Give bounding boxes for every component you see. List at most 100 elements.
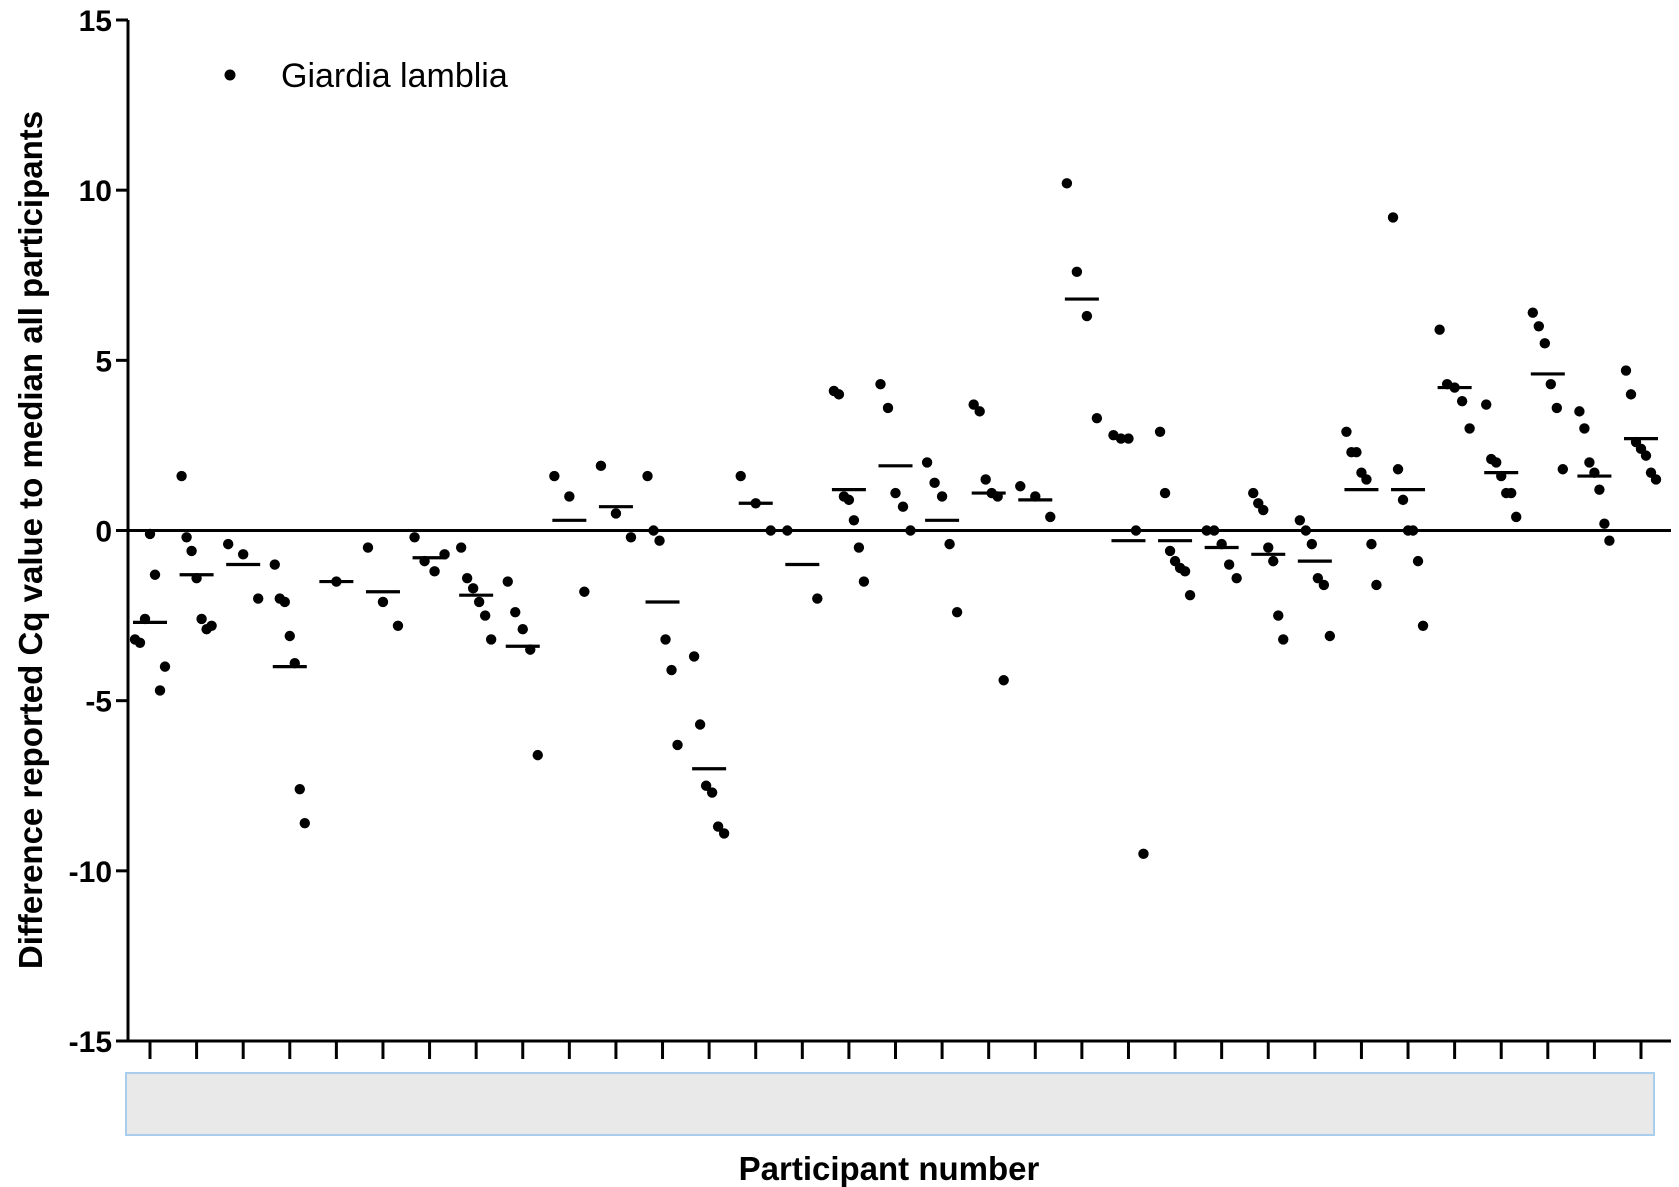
data-point [1164, 545, 1176, 557]
y-tick-label: 15 [79, 5, 112, 38]
data-point [1392, 464, 1404, 475]
data-point [1407, 525, 1419, 536]
data-point [765, 525, 776, 536]
data-point [833, 389, 845, 400]
data-point [237, 549, 249, 560]
data-point [1184, 589, 1196, 601]
data-point [875, 378, 886, 390]
data-point [362, 542, 374, 553]
data-point [1464, 423, 1475, 434]
data-point [1533, 321, 1545, 332]
legend-marker [224, 69, 236, 81]
data-point [706, 787, 718, 798]
data-point [905, 525, 916, 536]
data-point [1545, 378, 1557, 390]
data-point [1594, 484, 1605, 495]
data-point [782, 525, 793, 536]
data-point [1123, 433, 1134, 444]
x-axis-title: Participant number [739, 1150, 1040, 1187]
data-point [1341, 426, 1352, 438]
data-point [1306, 538, 1318, 550]
data-point [1312, 572, 1324, 584]
data-point [1138, 848, 1149, 860]
data-point [944, 538, 955, 550]
data-point [890, 487, 901, 499]
data-point [936, 491, 948, 502]
data-point [1231, 572, 1242, 584]
data-point [1318, 579, 1330, 591]
data-point [1412, 555, 1424, 567]
data-point [921, 457, 933, 468]
data-point [666, 664, 677, 676]
data-point [1625, 389, 1637, 400]
data-point [1201, 525, 1212, 536]
data-point [1071, 266, 1083, 278]
y-tick-label: -5 [85, 686, 112, 719]
data-point [564, 491, 575, 502]
data-point [144, 528, 156, 540]
y-tick-label: 0 [95, 516, 112, 549]
data-point [1015, 481, 1026, 492]
data-point [968, 399, 979, 410]
data-point [998, 675, 1009, 686]
data-point [294, 783, 305, 795]
x-label-overlay [125, 1072, 1655, 1136]
data-point [1130, 525, 1142, 536]
data-point [1491, 457, 1502, 468]
data-point [1481, 399, 1492, 410]
data-point [455, 542, 467, 553]
data-point [1278, 634, 1289, 645]
data-point [700, 780, 712, 791]
data-point [284, 630, 295, 642]
data-point [299, 817, 310, 829]
data-point [181, 532, 192, 543]
data-point [1620, 365, 1632, 376]
data-point [625, 532, 637, 543]
data-point [595, 460, 607, 472]
data-point [610, 508, 622, 519]
data-point [1081, 310, 1093, 322]
data-point [1115, 433, 1127, 444]
data-point [159, 661, 171, 672]
data-point [517, 623, 528, 635]
data-point [1273, 610, 1284, 621]
data-point [1397, 494, 1409, 506]
data-point [858, 576, 870, 587]
data-point [1650, 474, 1662, 485]
data-point [1604, 535, 1615, 546]
data-point [1091, 412, 1103, 424]
data-point [1584, 457, 1595, 468]
data-point [429, 566, 440, 577]
data-point [579, 586, 590, 597]
data-point [1294, 515, 1306, 526]
data-point [1456, 395, 1468, 407]
data-point [473, 596, 485, 608]
data-point [1263, 542, 1274, 553]
data-point [929, 477, 940, 489]
data-point [1434, 324, 1445, 335]
data-point [392, 620, 404, 631]
data-point [694, 719, 706, 730]
data-point [1371, 579, 1382, 591]
data-point [377, 596, 389, 608]
data-point [1574, 406, 1585, 417]
data-point [897, 501, 909, 512]
data-point [672, 739, 683, 751]
y-tick-label: 10 [79, 175, 112, 208]
data-point [252, 593, 264, 604]
data-point [1351, 447, 1362, 458]
data-point [688, 651, 700, 662]
data-point [222, 538, 234, 550]
y-tick-label: -10 [69, 856, 112, 889]
data-point [980, 474, 991, 485]
data-point [1223, 559, 1235, 570]
data-point [269, 559, 280, 570]
data-point [1527, 307, 1539, 318]
legend-label: Giardia lamblia [281, 57, 508, 95]
data-point [735, 470, 746, 482]
data-point [485, 634, 497, 645]
data-point [1179, 566, 1191, 577]
data-point [176, 470, 187, 482]
data-point [654, 535, 665, 546]
